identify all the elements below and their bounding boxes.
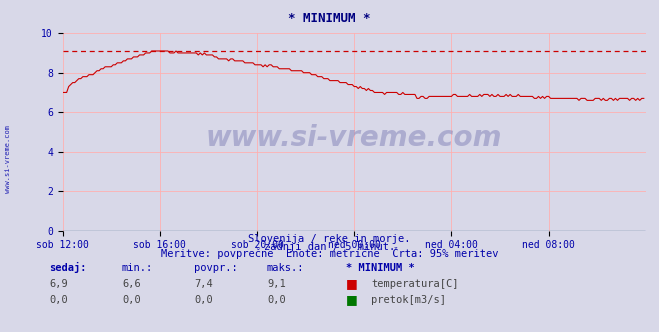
Text: ■: ■ <box>346 293 358 306</box>
Text: 6,6: 6,6 <box>122 279 140 289</box>
Text: 7,4: 7,4 <box>194 279 213 289</box>
Text: Slovenija / reke in morje.: Slovenija / reke in morje. <box>248 234 411 244</box>
Text: www.si-vreme.com: www.si-vreme.com <box>5 125 11 193</box>
Text: sedaj:: sedaj: <box>49 262 87 273</box>
Text: ■: ■ <box>346 277 358 290</box>
Text: * MINIMUM *: * MINIMUM * <box>346 263 415 273</box>
Text: povpr.:: povpr.: <box>194 263 238 273</box>
Text: www.si-vreme.com: www.si-vreme.com <box>206 124 502 152</box>
Text: temperatura[C]: temperatura[C] <box>371 279 459 289</box>
Text: zadnji dan / 5 minut.: zadnji dan / 5 minut. <box>264 242 395 252</box>
Text: 0,0: 0,0 <box>194 295 213 305</box>
Text: pretok[m3/s]: pretok[m3/s] <box>371 295 446 305</box>
Text: Meritve: povprečne  Enote: metrične  Črta: 95% meritev: Meritve: povprečne Enote: metrične Črta:… <box>161 247 498 259</box>
Text: 0,0: 0,0 <box>122 295 140 305</box>
Text: 6,9: 6,9 <box>49 279 68 289</box>
Text: 0,0: 0,0 <box>267 295 285 305</box>
Text: maks.:: maks.: <box>267 263 304 273</box>
Text: min.:: min.: <box>122 263 153 273</box>
Text: 0,0: 0,0 <box>49 295 68 305</box>
Text: * MINIMUM *: * MINIMUM * <box>288 12 371 25</box>
Text: 9,1: 9,1 <box>267 279 285 289</box>
